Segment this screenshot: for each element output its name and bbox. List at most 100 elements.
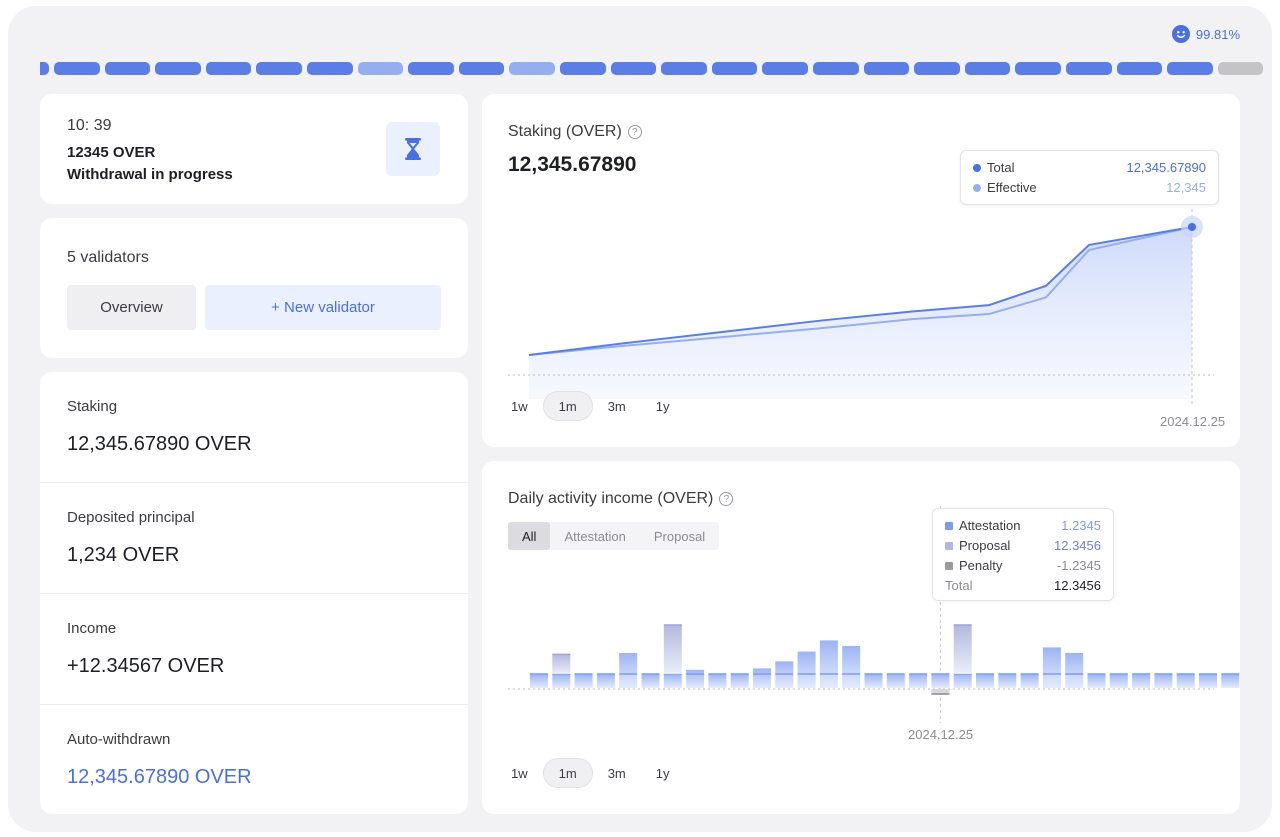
income-filter-tabs: All Attestation Proposal bbox=[508, 522, 720, 550]
new-validator-button[interactable]: + New validator bbox=[205, 285, 441, 330]
hourglass-button[interactable] bbox=[386, 122, 440, 176]
stat-label: Deposited principal bbox=[67, 509, 195, 526]
help-icon[interactable]: ? bbox=[627, 125, 642, 139]
overview-button[interactable]: Overview bbox=[67, 285, 196, 330]
uptime-segment bbox=[1066, 62, 1112, 75]
bar-attestation bbox=[596, 674, 615, 688]
bar-attestation bbox=[619, 653, 638, 688]
bar-attestation bbox=[931, 674, 950, 688]
uptime-segment bbox=[155, 62, 201, 75]
bar-attestation bbox=[819, 640, 838, 688]
uptime-segment bbox=[711, 62, 758, 75]
tooltip-row-proposal: Proposal 12.3456 bbox=[945, 538, 1101, 553]
bar-attestation bbox=[976, 674, 994, 688]
bar-attestation bbox=[864, 674, 883, 688]
range-tab-1y[interactable]: 1y bbox=[641, 391, 685, 421]
attestation-square-icon bbox=[945, 521, 953, 530]
tooltip-row-effective: Effective 12,345 bbox=[973, 180, 1206, 195]
stat-income: Income +12.34567 OVER bbox=[40, 594, 468, 705]
uptime-segment bbox=[458, 62, 505, 75]
proposal-square-icon bbox=[945, 541, 953, 550]
stat-label: Staking bbox=[67, 398, 118, 415]
uptime-segment bbox=[54, 62, 100, 75]
total-dot-icon bbox=[973, 163, 981, 172]
bar-penalty bbox=[931, 689, 950, 694]
bar-attestation bbox=[574, 674, 593, 688]
uptime-segment bbox=[964, 62, 1011, 75]
uptime-segment bbox=[104, 62, 151, 75]
bar-attestation bbox=[641, 674, 660, 688]
stats-card: Staking 12,345.67890 OVER Deposited prin… bbox=[40, 372, 468, 814]
stat-value: 1,234 OVER bbox=[67, 544, 180, 566]
range-tab-1w[interactable]: 1w bbox=[496, 391, 543, 421]
staking-range-tabs: 1w 1m 3m 1y bbox=[509, 391, 684, 421]
help-icon[interactable]: ? bbox=[719, 492, 734, 506]
uptime-segment bbox=[560, 62, 606, 75]
filter-tab-proposal[interactable]: Proposal bbox=[640, 522, 719, 550]
tooltip-total-label: Total bbox=[987, 160, 1015, 175]
penalty-square-icon bbox=[945, 561, 953, 570]
bar-attestation bbox=[530, 674, 548, 688]
uptime-value: 99.81% bbox=[1195, 26, 1240, 42]
filter-tab-all[interactable]: All bbox=[508, 522, 551, 550]
bar-attestation bbox=[1154, 674, 1173, 688]
uptime-indicator: 99.81% bbox=[1171, 25, 1240, 43]
bar-proposal bbox=[552, 654, 571, 674]
validators-count: 5 validators bbox=[67, 249, 149, 266]
range-tab-1y[interactable]: 1y bbox=[641, 758, 685, 788]
bar-attestation bbox=[730, 674, 749, 688]
staking-tooltip: Total 12,345.67890 Effective 12,345 bbox=[960, 150, 1219, 205]
staking-area-chart bbox=[508, 209, 1214, 404]
bar-attestation bbox=[842, 646, 861, 688]
uptime-segment bbox=[408, 62, 454, 75]
range-tab-1w[interactable]: 1w bbox=[496, 758, 543, 788]
tooltip-attestation-label: Attestation bbox=[959, 518, 1021, 533]
uptime-segment bbox=[914, 62, 960, 75]
staking-chart-card: Staking (OVER) ? 12,345.67890 Total 12,3… bbox=[482, 94, 1240, 447]
income-date-label: 2024.12.25 bbox=[908, 727, 974, 742]
bar-attestation bbox=[1199, 674, 1217, 688]
range-tab-1m[interactable]: 1m bbox=[542, 391, 593, 421]
bar-attestation bbox=[686, 669, 705, 688]
bar-attestation bbox=[708, 674, 727, 688]
income-tooltip: Attestation 1.2345 Proposal 12.3456 Pena… bbox=[932, 508, 1114, 601]
status-amount: 12345 OVER bbox=[67, 144, 156, 161]
uptime-segment bbox=[205, 62, 252, 75]
uptime-segment bbox=[357, 62, 404, 75]
hover-point bbox=[1188, 223, 1196, 231]
bar-attestation bbox=[663, 674, 682, 688]
income-chart-card: Daily activity income (OVER) ? All Attes… bbox=[482, 461, 1240, 814]
filter-tab-attestation[interactable]: Attestation bbox=[550, 522, 639, 550]
range-tab-3m[interactable]: 3m bbox=[593, 391, 641, 421]
bar-proposal bbox=[953, 625, 972, 674]
tooltip-penalty-label: Penalty bbox=[959, 558, 1003, 573]
tooltip-attestation-value: 1.2345 bbox=[1061, 518, 1101, 533]
uptime-segment bbox=[1217, 62, 1264, 75]
bar-attestation bbox=[1132, 674, 1151, 688]
tooltip-total-value: 12.3456 bbox=[1054, 578, 1101, 593]
range-tab-3m[interactable]: 3m bbox=[593, 758, 641, 788]
stat-auto-withdrawn: Auto-withdrawn 12,345.67890 OVER bbox=[40, 705, 468, 814]
status-text: Withdrawal in progress bbox=[67, 166, 233, 183]
bar-attestation bbox=[797, 651, 816, 688]
bar-attestation bbox=[1087, 674, 1106, 688]
stat-label: Auto-withdrawn bbox=[67, 731, 171, 748]
tooltip-proposal-value: 12.3456 bbox=[1054, 538, 1101, 553]
stat-value: 12,345.67890 OVER bbox=[67, 433, 252, 455]
uptime-segment bbox=[40, 62, 49, 75]
smile-icon bbox=[1171, 25, 1190, 43]
uptime-segment bbox=[661, 62, 707, 75]
uptime-segment bbox=[813, 62, 859, 75]
bar-attestation bbox=[1109, 674, 1128, 688]
stat-staking: Staking 12,345.67890 OVER bbox=[40, 372, 468, 483]
bar-attestation bbox=[953, 674, 972, 688]
staking-chart-title: Staking (OVER) ? bbox=[508, 123, 642, 141]
range-tab-1m[interactable]: 1m bbox=[542, 758, 593, 788]
uptime-segment bbox=[863, 62, 910, 75]
staking-date-label: 2024.12.25 bbox=[1160, 414, 1226, 429]
series-line-total bbox=[528, 226, 1193, 356]
tooltip-row-total: Total 12.3456 bbox=[945, 578, 1101, 593]
bar-attestation bbox=[909, 674, 928, 688]
status-time: 10: 39 bbox=[67, 117, 112, 134]
series-line-effective bbox=[528, 226, 1193, 356]
